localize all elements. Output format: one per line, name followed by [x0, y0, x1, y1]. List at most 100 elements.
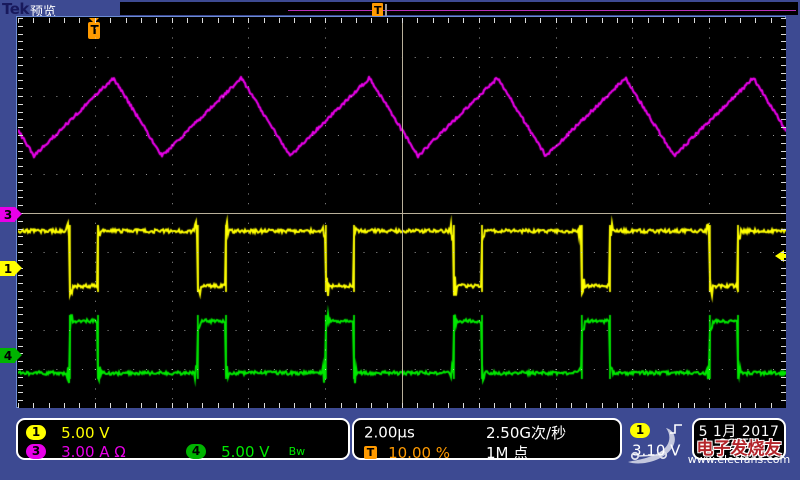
axis-tick [781, 80, 786, 81]
record-length-readout[interactable]: 1M 点 [486, 442, 528, 463]
axis-tick [617, 18, 618, 23]
marker-label: 3 [4, 208, 12, 222]
axis-tick [781, 283, 786, 284]
marker-tip [15, 348, 22, 362]
ch1-ref-marker[interactable]: 1 [0, 261, 20, 276]
axis-tick [371, 403, 372, 408]
axis-tick [525, 18, 526, 23]
trigger-position-marker[interactable]: T [88, 22, 100, 39]
marker-tip [15, 261, 22, 275]
sample-rate-readout[interactable]: 2.50G次/秒 [486, 422, 566, 443]
axis-tick [678, 403, 679, 408]
axis-tick [781, 197, 786, 198]
axis-tick [571, 18, 572, 23]
trigger-level-arrow-tail [779, 254, 786, 258]
axis-tick [540, 403, 541, 408]
axis-tick [18, 392, 23, 393]
ch1-badge[interactable]: 1 [26, 425, 46, 440]
axis-tick [402, 403, 403, 408]
axis-tick [725, 18, 726, 23]
axis-tick [325, 403, 326, 408]
axis-tick [632, 18, 633, 23]
axis-tick [18, 385, 23, 386]
axis-tick [781, 104, 786, 105]
horizontal-readout-box: 2.00µs T 10.00 % 2.50G次/秒 1M 点 [352, 418, 622, 460]
axis-tick [781, 143, 786, 144]
axis-tick [79, 403, 80, 408]
axis-tick [781, 299, 786, 300]
axis-tick [463, 403, 464, 408]
axis-tick [648, 403, 649, 408]
record-overview-strip[interactable] [120, 2, 798, 15]
axis-tick [18, 88, 23, 89]
axis-tick [781, 385, 786, 386]
axis-tick [781, 127, 786, 128]
axis-tick [18, 197, 23, 198]
axis-tick [18, 41, 23, 42]
axis-tick [781, 291, 786, 292]
time-per-div-value: 2.00µs [364, 424, 415, 442]
axis-tick [33, 403, 34, 408]
ch3-badge[interactable]: 3 [26, 444, 46, 459]
axis-tick [663, 18, 664, 23]
sample-rate-value: 2.50G次/秒 [486, 424, 566, 442]
axis-tick [709, 18, 710, 23]
axis-tick [387, 18, 388, 23]
axis-tick [18, 26, 23, 27]
axis-tick [663, 403, 664, 408]
axis-tick [781, 244, 786, 245]
axis-tick [694, 403, 695, 408]
graticule[interactable]: T [18, 18, 786, 408]
axis-tick [325, 18, 326, 23]
axis-tick [771, 18, 772, 23]
axis-tick [387, 403, 388, 408]
axis-tick [18, 57, 23, 58]
axis-tick [64, 403, 65, 408]
axis-tick [479, 18, 480, 23]
axis-tick [18, 182, 23, 183]
axis-tick [556, 403, 557, 408]
axis-tick [617, 403, 618, 408]
axis-tick [781, 377, 786, 378]
axis-tick [781, 41, 786, 42]
ch3-ref-marker[interactable]: 3 [0, 207, 20, 222]
axis-tick [709, 403, 710, 408]
axis-tick [356, 18, 357, 23]
axis-tick [417, 403, 418, 408]
axis-tick [264, 403, 265, 408]
axis-tick [18, 190, 23, 191]
oscilloscope-screen: Tek 预览 T 314 1 5.00 V 3 [0, 0, 800, 480]
axis-tick [49, 18, 50, 23]
trigger-position-readout[interactable]: T 10.00 % [364, 442, 450, 462]
axis-tick [18, 18, 23, 19]
axis-tick [781, 135, 786, 136]
axis-tick [781, 252, 786, 253]
ch4-badge[interactable]: 4 [186, 444, 206, 459]
axis-tick [494, 403, 495, 408]
axis-tick [33, 18, 34, 23]
axis-tick [156, 403, 157, 408]
axis-tick [571, 403, 572, 408]
axis-tick [18, 205, 23, 206]
axis-tick [218, 403, 219, 408]
axis-tick [202, 18, 203, 23]
axis-tick [781, 213, 786, 214]
ch4-readout[interactable]: 4 5.00 V Bw [186, 441, 305, 461]
axis-tick [141, 403, 142, 408]
axis-tick [218, 18, 219, 23]
axis-tick [341, 18, 342, 23]
marker-label: 4 [4, 349, 12, 363]
axis-tick [781, 65, 786, 66]
ch1-readout[interactable]: 1 5.00 V [26, 422, 110, 442]
axis-tick [781, 151, 786, 152]
axis-tick [755, 18, 756, 23]
axis-tick [18, 174, 23, 175]
ch3-readout[interactable]: 3 3.00 A Ω [26, 441, 126, 461]
axis-tick [781, 73, 786, 74]
axis-tick [433, 403, 434, 408]
ch1-scale-value: 5.00 V [61, 424, 109, 442]
axis-tick [18, 400, 23, 401]
timebase-readout[interactable]: 2.00µs [364, 422, 415, 442]
axis-tick [781, 18, 786, 19]
ch4-ref-marker[interactable]: 4 [0, 348, 20, 363]
